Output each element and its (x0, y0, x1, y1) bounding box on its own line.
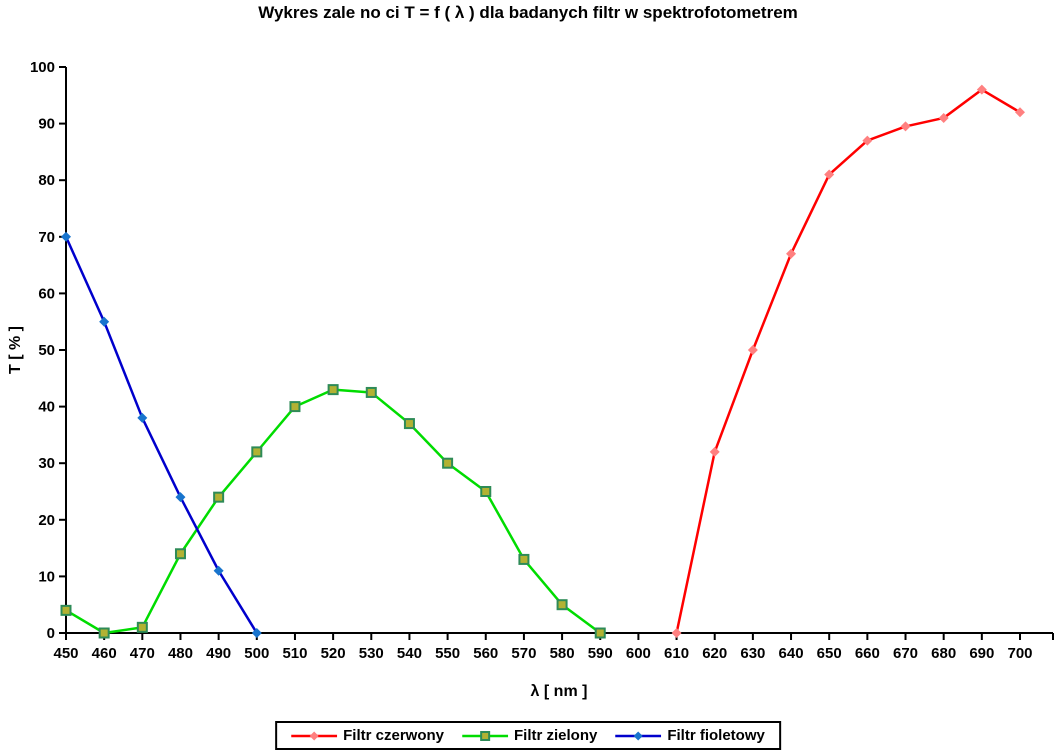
x-tick-label: 450 (53, 645, 78, 662)
y-tick-label: 100 (30, 59, 55, 76)
data-point-marker (136, 621, 148, 633)
x-tick-label: 490 (206, 645, 231, 662)
plot-area: 0 10 20 30 40 50 60 70 80 90 100 450 460 470 480 490 500… (30, 59, 1054, 662)
data-point-marker (556, 599, 568, 611)
data-point-marker (60, 604, 72, 616)
data-point-marker (99, 316, 110, 327)
x-tick-label: 480 (168, 645, 193, 662)
data-point-marker (327, 384, 339, 396)
data-point-marker (824, 169, 835, 180)
data-point-marker (976, 84, 987, 95)
data-point-marker (137, 412, 148, 423)
x-tick-label: 660 (855, 645, 880, 662)
y-axis-title: T [ % ] (7, 326, 24, 374)
legend-label-filtr-czerwony: Filtr czerwony (343, 727, 445, 744)
legend-marker (309, 731, 319, 740)
x-tick-label: 560 (473, 645, 498, 662)
series-filtr-fioletowy (61, 231, 262, 638)
data-point-marker (289, 401, 301, 413)
data-point-marker (862, 135, 873, 146)
y-tick-label: 70 (38, 229, 55, 246)
data-point-marker (251, 628, 262, 638)
data-point-marker (251, 446, 263, 458)
chart-title: Wykres zale no ci T = f ( λ ) dla badany… (258, 3, 798, 22)
series-filtr-czerwony (671, 84, 1025, 638)
y-tick-label: 90 (38, 116, 55, 133)
x-tick-label: 510 (282, 645, 307, 662)
series-filtr-zielony (60, 384, 606, 639)
x-tick-label: 700 (1007, 645, 1032, 662)
data-point-marker (747, 345, 758, 355)
x-tick-label: 620 (702, 645, 727, 662)
y-tick-label: 20 (38, 512, 55, 529)
x-tick-label: 600 (626, 645, 651, 662)
x-tick-label: 550 (435, 645, 460, 662)
data-point-marker (786, 248, 797, 259)
y-tick-label: 0 (47, 625, 55, 642)
legend-item-filtr-zielony: Filtr zielony (462, 727, 597, 744)
y-tick-label: 60 (38, 285, 55, 302)
legend-label-filtr-zielony: Filtr zielony (514, 727, 598, 744)
data-point-marker (480, 486, 492, 497)
data-point-marker (442, 457, 454, 469)
y-tick-label: 50 (38, 342, 55, 359)
x-tick-label: 540 (397, 645, 422, 662)
y-tick-label: 80 (38, 172, 55, 189)
x-tick-label: 690 (969, 645, 994, 662)
data-point-marker (61, 231, 71, 242)
legend-swatch-filtr-zielony (462, 730, 509, 741)
x-tick-label: 460 (92, 645, 117, 662)
legend-label-filtr-fioletowy: Filtr fioletowy (667, 727, 765, 744)
x-tick-label: 530 (359, 645, 384, 662)
data-point-marker (403, 418, 415, 430)
data-point-marker (900, 121, 911, 132)
data-point-marker (213, 491, 225, 503)
x-tick-label: 670 (893, 645, 918, 662)
data-point-marker (1015, 107, 1025, 118)
legend: Filtr czerwony Filtr zielony Filtr fioleto… (275, 721, 781, 750)
series-line-filtr-czerwony (675, 88, 1021, 634)
legend-swatch-filtr-fioletowy (615, 731, 662, 740)
legend-swatch-filtr-czerwony (291, 731, 338, 740)
legend-marker (480, 730, 491, 741)
x-tick-label: 580 (550, 645, 575, 662)
series-line-filtr-fioletowy (64, 236, 258, 634)
data-point-marker (98, 627, 110, 639)
data-point-marker (709, 446, 720, 457)
data-point-marker (365, 386, 377, 398)
x-tick-label: 650 (817, 645, 842, 662)
x-axis-title: λ [ nm ] (531, 683, 588, 700)
x-tick-label: 640 (779, 645, 804, 662)
x-tick-label: 630 (740, 645, 765, 662)
data-point-marker (213, 565, 224, 576)
data-point-marker (518, 553, 530, 565)
x-tick-label: 610 (664, 645, 689, 662)
data-point-marker (175, 492, 186, 503)
legend-item-filtr-fioletowy: Filtr fioletowy (615, 727, 765, 744)
y-tick-label: 30 (38, 455, 55, 472)
axes-lines (65, 67, 1053, 634)
legend-marker (633, 731, 643, 740)
x-tick-label: 680 (931, 645, 956, 662)
data-point-marker (671, 628, 682, 638)
data-point-marker (938, 112, 949, 123)
data-point-marker (594, 627, 606, 639)
y-tick-label: 10 (38, 568, 55, 585)
legend-item-filtr-czerwony: Filtr czerwony (291, 727, 444, 744)
x-tick-label: 570 (511, 645, 536, 662)
x-tick-label: 500 (244, 645, 269, 662)
x-tick-label: 470 (130, 645, 155, 662)
x-tick-label: 590 (588, 645, 613, 662)
x-tick-label: 520 (321, 645, 346, 662)
data-point-marker (174, 548, 186, 560)
y-tick-label: 40 (38, 399, 55, 416)
